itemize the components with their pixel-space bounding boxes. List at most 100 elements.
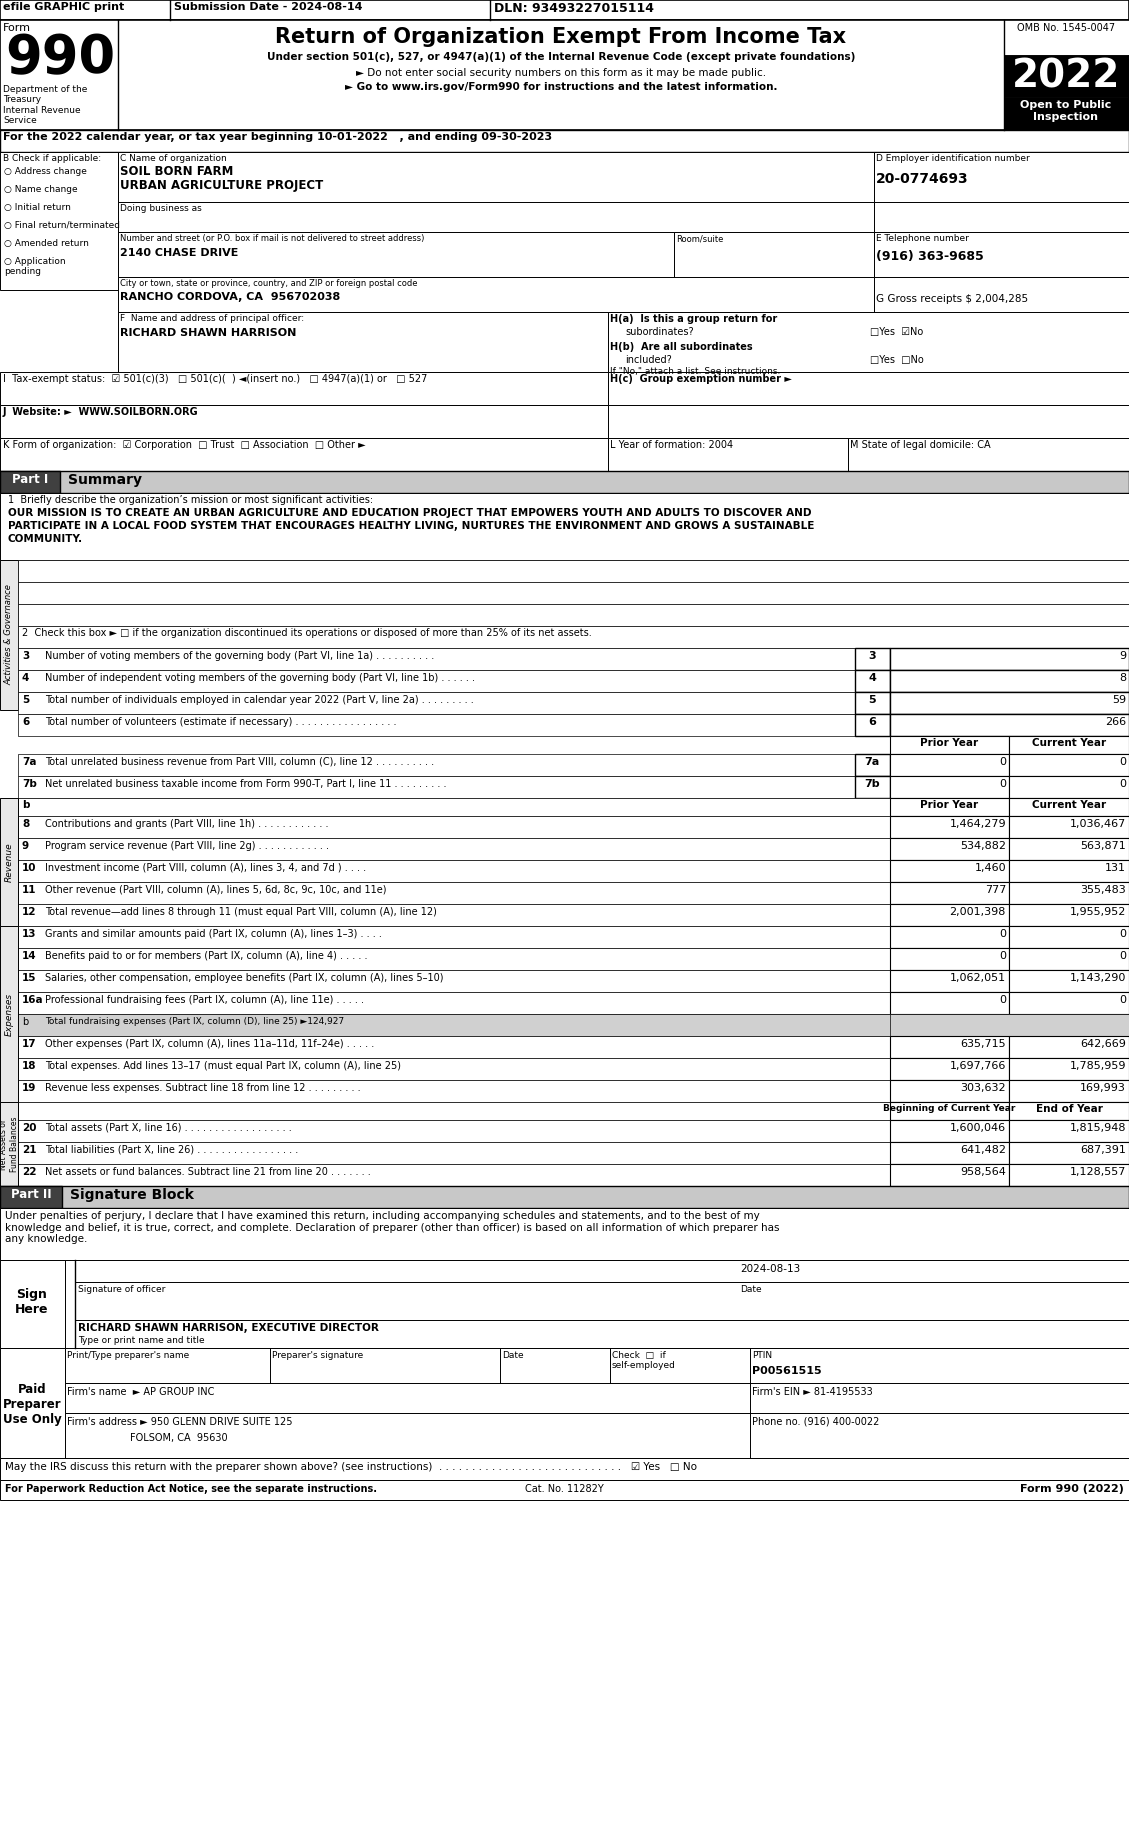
Text: ○ Address change: ○ Address change	[5, 166, 87, 176]
Bar	[890, 859, 1009, 881]
Text: 5: 5	[21, 695, 29, 704]
Text: 2022: 2022	[1012, 57, 1120, 96]
Text: D Employer identification number: D Employer identification number	[876, 153, 1030, 163]
Bar	[1009, 1101, 1129, 1120]
Text: Expenses: Expenses	[5, 992, 14, 1035]
Text: 22: 22	[21, 1166, 36, 1177]
Text: Under section 501(c), 527, or 4947(a)(1) of the Internal Revenue Code (except pr: Under section 501(c), 527, or 4947(a)(1)…	[266, 52, 855, 63]
Bar	[18, 881, 1129, 904]
Text: Investment income (Part VIII, column (A), lines 3, 4, and 7d ) . . . .: Investment income (Part VIII, column (A)…	[45, 863, 366, 872]
Text: 1,460: 1,460	[974, 863, 1006, 872]
Bar	[65, 1260, 1129, 1347]
Text: ○ Name change: ○ Name change	[5, 185, 78, 194]
Text: Form 990 (2022): Form 990 (2022)	[1021, 1484, 1124, 1493]
Text: 8: 8	[21, 819, 29, 830]
Text: 2024-08-13: 2024-08-13	[739, 1264, 800, 1273]
Text: 59: 59	[1112, 695, 1126, 704]
Bar	[1009, 904, 1129, 926]
Bar	[1004, 20, 1129, 55]
Bar	[1009, 881, 1129, 904]
Text: 1,143,290: 1,143,290	[1069, 974, 1126, 983]
Text: 6: 6	[21, 717, 29, 726]
Text: 7b: 7b	[864, 780, 879, 789]
Text: Type or print name and title: Type or print name and title	[78, 1336, 204, 1345]
Bar	[0, 405, 609, 438]
Bar	[18, 1164, 1129, 1186]
Text: Part II: Part II	[10, 1188, 51, 1201]
Text: Total expenses. Add lines 13–17 (must equal Part IX, column (A), line 25): Total expenses. Add lines 13–17 (must eq…	[45, 1061, 401, 1072]
Text: 0: 0	[1119, 952, 1126, 961]
Bar	[0, 1186, 62, 1209]
Bar	[890, 970, 1009, 992]
Text: 563,871: 563,871	[1080, 841, 1126, 850]
Bar	[119, 233, 674, 277]
Text: COMMUNITY.: COMMUNITY.	[8, 534, 84, 543]
Text: 1,955,952: 1,955,952	[1069, 907, 1126, 917]
Bar	[18, 859, 1129, 881]
Bar	[18, 948, 1129, 970]
Text: Firm's address ► 950 GLENN DRIVE SUITE 125: Firm's address ► 950 GLENN DRIVE SUITE 1…	[67, 1417, 292, 1427]
Text: 13: 13	[21, 930, 36, 939]
Bar	[119, 152, 874, 201]
Text: H(a)  Is this a group return for: H(a) Is this a group return for	[610, 314, 777, 323]
Bar	[18, 798, 890, 817]
Text: □Yes  ☑No: □Yes ☑No	[870, 327, 924, 336]
Bar	[1009, 1037, 1129, 1059]
Text: 7a: 7a	[865, 758, 879, 767]
Bar	[1009, 926, 1129, 948]
Text: City or town, state or province, country, and ZIP or foreign postal code: City or town, state or province, country…	[120, 279, 418, 288]
Text: 1,036,467: 1,036,467	[1070, 819, 1126, 830]
Text: Submission Date - 2024-08-14: Submission Date - 2024-08-14	[174, 2, 362, 11]
Text: RICHARD SHAWN HARRISON: RICHARD SHAWN HARRISON	[120, 327, 297, 338]
Bar	[0, 20, 1129, 129]
Text: PARTICIPATE IN A LOCAL FOOD SYSTEM THAT ENCOURAGES HEALTHY LIVING, NURTURES THE : PARTICIPATE IN A LOCAL FOOD SYSTEM THAT …	[8, 521, 814, 530]
Text: Other expenses (Part IX, column (A), lines 11a–11d, 11f–24e) . . . . .: Other expenses (Part IX, column (A), lin…	[45, 1039, 374, 1050]
Text: 6: 6	[868, 717, 876, 726]
Text: For the 2022 calendar year, or tax year beginning 10-01-2022   , and ending 09-3: For the 2022 calendar year, or tax year …	[3, 131, 552, 142]
Text: Department of the
Treasury
Internal Revenue
Service: Department of the Treasury Internal Reve…	[3, 85, 87, 126]
Text: Activities & Governance: Activities & Governance	[5, 584, 14, 686]
Text: 266: 266	[1105, 717, 1126, 726]
Text: Total number of volunteers (estimate if necessary) . . . . . . . . . . . . . . .: Total number of volunteers (estimate if …	[45, 717, 396, 726]
Text: ○ Application
pending: ○ Application pending	[5, 257, 65, 277]
Bar	[0, 471, 60, 493]
Text: 3: 3	[21, 650, 29, 662]
Text: B Check if applicable:: B Check if applicable:	[3, 153, 102, 163]
Text: 1,464,279: 1,464,279	[949, 819, 1006, 830]
Bar	[890, 671, 1129, 691]
Bar	[18, 582, 1129, 604]
Text: Preparer's signature: Preparer's signature	[272, 1351, 364, 1360]
Bar	[65, 1382, 1129, 1414]
Text: 5: 5	[868, 695, 876, 704]
Text: 1,062,051: 1,062,051	[949, 974, 1006, 983]
Text: M State of legal domicile: CA: M State of legal domicile: CA	[850, 440, 990, 451]
Bar	[0, 0, 1129, 20]
Text: Number of independent voting members of the governing body (Part VI, line 1b) . : Number of independent voting members of …	[45, 673, 475, 684]
Text: 2140 CHASE DRIVE: 2140 CHASE DRIVE	[120, 248, 238, 259]
Text: 1,128,557: 1,128,557	[1069, 1166, 1126, 1177]
Bar	[609, 312, 1129, 371]
Text: 8: 8	[1119, 673, 1126, 684]
Text: 18: 18	[21, 1061, 36, 1072]
Bar	[1009, 1059, 1129, 1079]
Text: RANCHO CORDOVA, CA  956702038: RANCHO CORDOVA, CA 956702038	[120, 292, 340, 301]
Bar	[1009, 1164, 1129, 1186]
Text: Number of voting members of the governing body (Part VI, line 1a) . . . . . . . : Number of voting members of the governin…	[45, 650, 435, 662]
Text: 0: 0	[1119, 930, 1126, 939]
Bar	[119, 312, 609, 371]
Text: 687,391: 687,391	[1080, 1146, 1126, 1155]
Text: Firm's name  ► AP GROUP INC: Firm's name ► AP GROUP INC	[67, 1388, 215, 1397]
Bar	[18, 754, 1129, 776]
Text: Check  □  if
self-employed: Check □ if self-employed	[612, 1351, 676, 1371]
Text: b: b	[21, 1016, 28, 1027]
Text: 642,669: 642,669	[1080, 1039, 1126, 1050]
Text: Total unrelated business revenue from Part VIII, column (C), line 12 . . . . . .: Total unrelated business revenue from Pa…	[45, 758, 435, 767]
Bar	[0, 152, 119, 290]
Text: Room/suite: Room/suite	[676, 235, 724, 242]
Bar	[0, 1347, 65, 1458]
Bar	[18, 926, 1129, 948]
Text: Net unrelated business taxable income from Form 990-T, Part I, line 11 . . . . .: Net unrelated business taxable income fr…	[45, 780, 446, 789]
Bar	[848, 438, 1129, 471]
Text: G Gross receipts $ 2,004,285: G Gross receipts $ 2,004,285	[876, 294, 1029, 305]
Bar	[1009, 1079, 1129, 1101]
